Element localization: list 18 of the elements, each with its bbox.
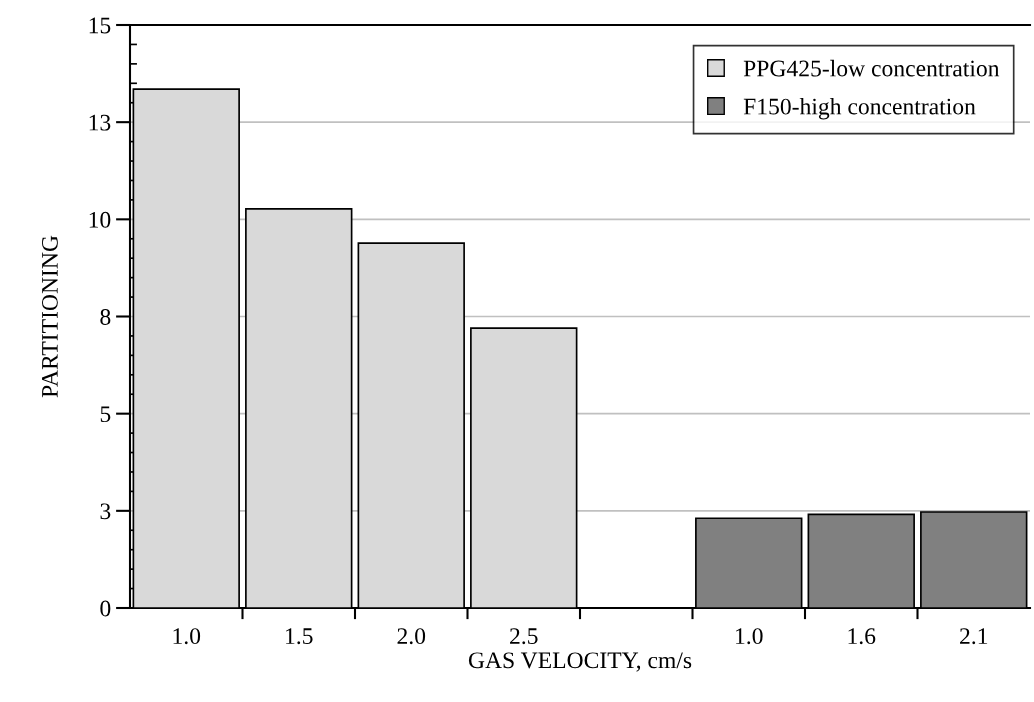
legend-label: F150-high concentration (743, 97, 976, 120)
legend-label: PPG425-low concentration (743, 59, 1000, 77)
y-tick-label: 3 (100, 503, 111, 520)
x-tick-label: 1.0 (736, 628, 763, 645)
x-axis-title: GAS VELOCITY, cm/s (468, 652, 692, 672)
y-axis-title: PARTITIONING (41, 235, 58, 398)
x-tick-label: 1.6 (848, 628, 876, 645)
y-tick-label: 0 (100, 600, 111, 617)
y-tick-label: 8 (100, 308, 111, 325)
y-tick-label: 15 (89, 17, 111, 34)
x-tick-label: 2.1 (960, 628, 988, 645)
y-tick-label: 5 (100, 406, 111, 423)
x-tick-label: 2.0 (397, 628, 426, 645)
y-tick-label: 13 (89, 114, 111, 131)
x-tick-label: 1.0 (173, 628, 201, 645)
x-tick-label: 1.5 (286, 628, 313, 645)
y-tick-label: 10 (89, 211, 111, 228)
x-tick-label: 2.5 (510, 628, 538, 645)
